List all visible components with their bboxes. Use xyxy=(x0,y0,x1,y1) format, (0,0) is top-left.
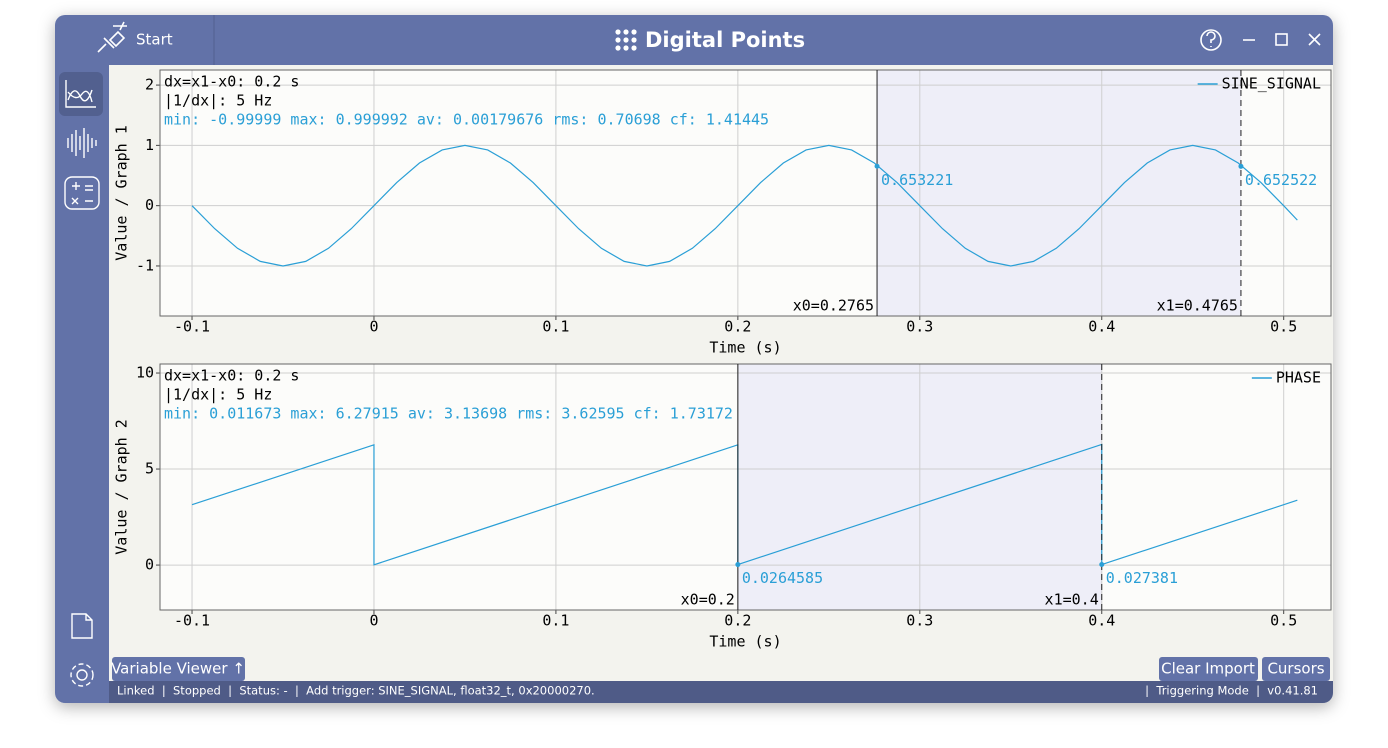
x-tick-label: 0.1 xyxy=(542,612,569,630)
x-tick-label: 0 xyxy=(369,612,378,630)
x-tick-label: 0.4 xyxy=(1088,318,1115,336)
plot-border xyxy=(159,69,1332,317)
logo-icon xyxy=(615,29,637,51)
title-bar xyxy=(55,15,1333,65)
x-tick-label: 0.5 xyxy=(1270,612,1297,630)
chart: -0.1 0 0.1 0.2 0.3 0.4 0.5 -1 0 1 2 SINE_SIGNAL 0.65… xyxy=(113,69,1332,357)
cursor-point xyxy=(735,562,741,568)
cursor-point xyxy=(1099,562,1105,568)
legend-label: SINE_SIGNAL xyxy=(1222,75,1321,93)
y-tick-label: 2 xyxy=(145,76,154,94)
cursors-button[interactable] xyxy=(1262,657,1330,681)
freq-text: |1/dx|: 5 Hz xyxy=(164,92,272,110)
stats-text: min: 0.011673 max: 6.27915 av: 3.13698 r… xyxy=(164,405,733,423)
x-tick-label: 0.3 xyxy=(906,612,933,630)
status-bar xyxy=(109,681,1333,703)
x-tick-label: 0.1 xyxy=(542,318,569,336)
x-tick-label: 0.2 xyxy=(724,612,751,630)
x-axis-label: Time (s) xyxy=(709,339,781,357)
x-tick-label: 0.4 xyxy=(1088,612,1115,630)
nav-icons[interactable] xyxy=(64,80,100,687)
x-tick-label: -0.1 xyxy=(174,612,210,630)
y-tick-label: 1 xyxy=(145,136,154,154)
chart: -0.1 0 0.1 0.2 0.3 0.4 0.5 0 5 10 PHASE 0.0264585 x0… xyxy=(113,363,1332,651)
window-controls[interactable] xyxy=(1200,29,1321,51)
y-tick-label: 10 xyxy=(136,364,154,382)
plot-border xyxy=(159,363,1332,611)
series-line xyxy=(191,144,1298,267)
variable-viewer-label[interactable]: Variable Viewer ↑ xyxy=(111,660,245,678)
cursor-value-label: 0.0264585 xyxy=(742,569,823,587)
stats-text: min: -0.99999 max: 0.999992 av: 0.001796… xyxy=(164,111,769,129)
dx-text: dx=x1-x0: 0.2 s xyxy=(164,367,299,385)
y-axis-label: Value / Graph 1 xyxy=(113,125,131,260)
dx-text: dx=x1-x0: 0.2 s xyxy=(164,73,299,91)
nav-graph-active[interactable] xyxy=(59,72,103,116)
clear-import-label[interactable]: Clear Import xyxy=(1161,660,1255,678)
x-tick-label: 0.2 xyxy=(724,318,751,336)
cursor-point xyxy=(1238,163,1244,169)
variable-viewer-button[interactable] xyxy=(112,657,245,681)
y-tick-label: 0 xyxy=(145,556,154,574)
start-icon[interactable] xyxy=(97,21,127,53)
x-tick-label: -0.1 xyxy=(174,318,210,336)
x-tick-label: 0 xyxy=(369,318,378,336)
x-tick-label: 0.5 xyxy=(1270,318,1297,336)
status-left: Linked | Stopped | Status: - | Add trigg… xyxy=(117,684,595,698)
legend-label: PHASE xyxy=(1276,369,1321,387)
clear-import-button[interactable] xyxy=(1159,657,1258,681)
cursor-region xyxy=(877,70,1241,316)
cursor-label: x0=0.2 xyxy=(681,591,735,609)
cursor-label: x1=0.4 xyxy=(1045,591,1099,609)
y-axis-label: Value / Graph 2 xyxy=(113,419,131,554)
cursor-label: x1=0.4765 xyxy=(1157,297,1238,315)
x-tick-label: 0.3 xyxy=(906,318,933,336)
cursor-value-label: 0.653221 xyxy=(881,171,953,189)
freq-text: |1/dx|: 5 Hz xyxy=(164,386,272,404)
y-tick-label: -1 xyxy=(136,256,154,274)
sidebar xyxy=(55,65,109,703)
cursors-label[interactable]: Cursors xyxy=(1267,660,1324,678)
status-right: | Triggering Mode | v0.41.81 xyxy=(1145,684,1318,698)
cursor-label: x0=0.2765 xyxy=(793,297,874,315)
cursor-point xyxy=(874,163,880,169)
start-label[interactable]: Start xyxy=(136,31,173,49)
x-axis-label: Time (s) xyxy=(709,633,781,651)
charts: -0.1 0 0.1 0.2 0.3 0.4 0.5 -1 0 1 2 SINE_SIGNAL 0.65… xyxy=(113,69,1332,651)
cursor-value-label: 0.027381 xyxy=(1106,569,1178,587)
y-tick-label: 5 xyxy=(145,460,154,478)
app-title: Digital Points xyxy=(645,28,805,52)
cursor-value-label: 0.652522 xyxy=(1245,171,1317,189)
y-tick-label: 0 xyxy=(145,196,154,214)
